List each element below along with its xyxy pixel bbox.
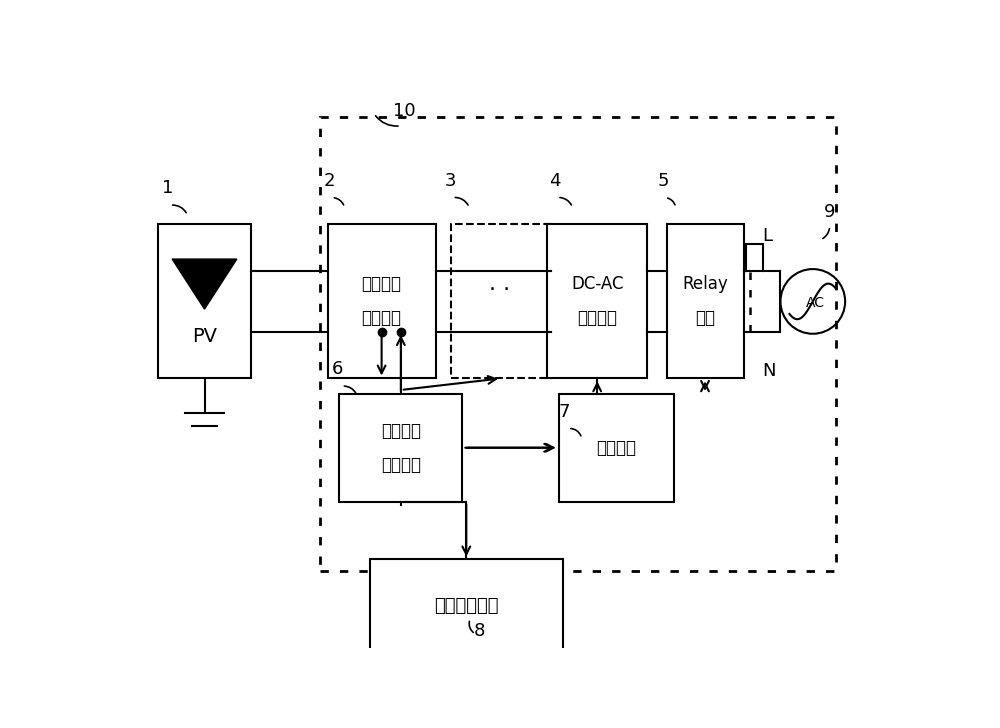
Text: 4: 4 [549,172,561,190]
Polygon shape [172,259,237,309]
Text: 第一直流: 第一直流 [362,275,402,293]
Text: AC: AC [806,296,825,310]
Bar [370,559,563,652]
Text: L: L [763,227,773,245]
Bar [339,394,462,502]
Text: · ·: · · [489,280,510,300]
Bar [746,244,763,271]
Bar [451,224,551,379]
Text: 10: 10 [393,103,416,120]
Text: 7: 7 [559,403,570,421]
Bar [328,224,436,379]
Bar [666,224,744,379]
Text: 8: 8 [474,622,485,640]
Text: 2: 2 [324,172,335,190]
Text: 1: 1 [162,180,174,197]
Text: 控制单元: 控制单元 [596,439,636,456]
Bar [320,116,836,571]
Text: 5: 5 [657,172,669,190]
Bar [158,224,251,379]
Text: 6: 6 [332,360,343,379]
Text: N: N [763,362,776,380]
Text: 9: 9 [824,202,836,221]
Text: PV: PV [192,327,217,346]
Bar [559,394,674,502]
Text: 转换单元: 转换单元 [362,309,402,328]
Text: 转换单元: 转换单元 [381,456,421,474]
Text: DC-AC: DC-AC [571,275,623,293]
Text: 转换单元: 转换单元 [577,309,617,328]
Text: 电解制氢装置: 电解制氢装置 [434,596,499,614]
Text: 第二直流: 第二直流 [381,422,421,440]
Text: 3: 3 [445,172,456,190]
Text: 单元: 单元 [695,309,715,328]
Bar [547,224,647,379]
Text: Relay: Relay [682,275,728,293]
